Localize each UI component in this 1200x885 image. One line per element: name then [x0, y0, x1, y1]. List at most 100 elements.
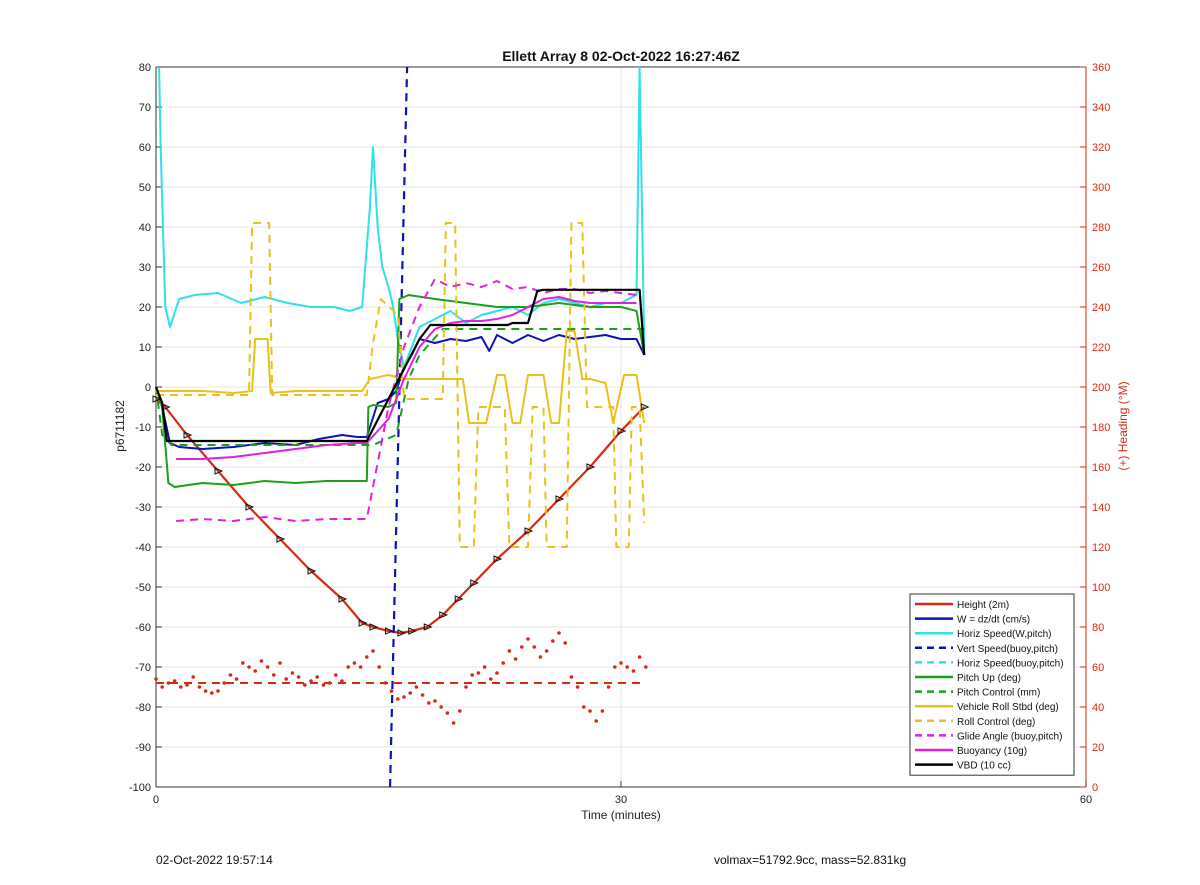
series-line — [156, 330, 646, 424]
heading-point — [172, 679, 177, 683]
heading-point — [321, 683, 326, 687]
legend-label: W = dz/dt (cm/s) — [957, 615, 1030, 626]
footer-timestamp: 02-Oct-2022 19:57:14 — [156, 853, 273, 867]
heading-point — [482, 665, 487, 669]
y2-tick-label: 140 — [1092, 502, 1110, 514]
heading-point — [334, 673, 338, 677]
y2-tick-label: 0 — [1092, 782, 1098, 794]
footer-specs: volmax=51792.9cc, mass=52.831kg — [714, 853, 907, 867]
y-tick-label: 50 — [139, 182, 151, 194]
heading-point — [315, 675, 320, 679]
heading-point — [575, 685, 580, 689]
heading-point — [303, 683, 307, 687]
height-marker — [439, 611, 449, 619]
heading-point — [228, 673, 233, 677]
heading-point — [340, 679, 344, 683]
y-tick-label: 30 — [139, 262, 151, 274]
heading-point — [253, 669, 257, 673]
legend-label: Vehicle Roll Stbd (deg) — [957, 702, 1059, 713]
heading-point — [563, 641, 567, 645]
heading-point — [241, 661, 245, 665]
heading-point — [396, 697, 400, 701]
series-line — [155, 398, 646, 635]
heading-point — [631, 669, 636, 673]
legend-label: Horiz Speed(W,pitch) — [957, 629, 1051, 640]
heading-point — [414, 685, 419, 689]
height-marker — [617, 427, 627, 435]
heading-point — [557, 631, 561, 635]
heading-point — [358, 665, 363, 669]
heading-point — [309, 679, 313, 683]
y-tick-label: -60 — [135, 622, 151, 634]
legend-label: Buoyancy (10g) — [957, 746, 1027, 757]
heading-point — [526, 637, 530, 641]
heading-point — [389, 689, 394, 693]
heading-point — [544, 649, 549, 653]
height-marker — [183, 431, 193, 439]
heading-point — [154, 677, 158, 681]
heading-point — [513, 657, 518, 661]
y-axis-label: p6711182 — [113, 400, 127, 452]
height-marker — [524, 527, 534, 535]
height-marker — [408, 627, 418, 635]
legend-label: Glide Angle (buoy,pitch) — [957, 731, 1062, 742]
heading-point — [569, 675, 574, 679]
heading-point — [619, 661, 623, 665]
heading-point — [185, 683, 189, 687]
y-tick-label: 40 — [139, 222, 151, 234]
y2-tick-label: 260 — [1092, 262, 1110, 274]
y2-tick-label: 240 — [1092, 302, 1110, 314]
heading-point — [637, 655, 642, 659]
height-marker — [385, 627, 394, 635]
heading-point — [290, 671, 295, 675]
heading-point — [346, 665, 351, 669]
heading-point — [272, 673, 276, 677]
y-tick-label: -100 — [129, 782, 151, 794]
heading-point — [216, 689, 220, 693]
heading-point — [427, 701, 431, 705]
legend: Height (2m) W = dz/dt (cm/s) Horiz Speed(W… — [909, 593, 1075, 776]
heading-point — [458, 709, 462, 713]
height-marker — [214, 467, 224, 475]
heading-point — [210, 691, 214, 695]
heading-point — [371, 649, 375, 653]
legend-label: Horiz Speed(buoy,pitch) — [957, 658, 1064, 669]
heading-point — [420, 693, 425, 697]
heading-point — [433, 699, 437, 703]
axes-layer: 0 30 60-100-90-80-70-60-50-40-30-20-100102… — [129, 62, 1110, 806]
y-tick-label: -70 — [135, 662, 151, 674]
height-marker — [586, 463, 596, 471]
height-marker — [454, 595, 464, 603]
heading-point — [377, 665, 382, 669]
y2-tick-label: 160 — [1092, 462, 1110, 474]
legend-label: Roll Control (deg) — [957, 717, 1035, 728]
x-tick-label: 60 — [1080, 794, 1092, 806]
heading-point — [501, 661, 506, 665]
y2-tick-label: 100 — [1092, 582, 1110, 594]
y-tick-label: -90 — [135, 742, 151, 754]
heading-point — [495, 671, 499, 675]
heading-point — [532, 645, 536, 649]
heading-point — [470, 673, 475, 677]
height-marker — [358, 619, 368, 627]
y2-tick-label: 340 — [1092, 102, 1110, 114]
heading-point — [606, 685, 611, 689]
y-tick-label: 0 — [145, 382, 151, 394]
legend-label: Pitch Control (mm) — [957, 688, 1040, 699]
height-marker — [152, 395, 162, 403]
heading-point — [191, 675, 195, 679]
heading-point — [613, 665, 617, 669]
y-tick-label: 20 — [139, 302, 151, 314]
heading-point — [588, 709, 592, 713]
y-tick-label: 10 — [139, 342, 151, 354]
heading-point — [625, 665, 629, 669]
heading-point — [476, 671, 481, 675]
y2-axis-label: (+) Heading (°M) — [1116, 381, 1130, 470]
x-axis-label: Time (minutes) — [581, 808, 661, 822]
y2-tick-label: 180 — [1092, 422, 1110, 434]
height-marker — [161, 403, 171, 411]
heading-point — [594, 719, 598, 723]
height-marker — [470, 579, 480, 587]
heading-point — [582, 705, 586, 709]
y-tick-label: -30 — [135, 502, 151, 514]
